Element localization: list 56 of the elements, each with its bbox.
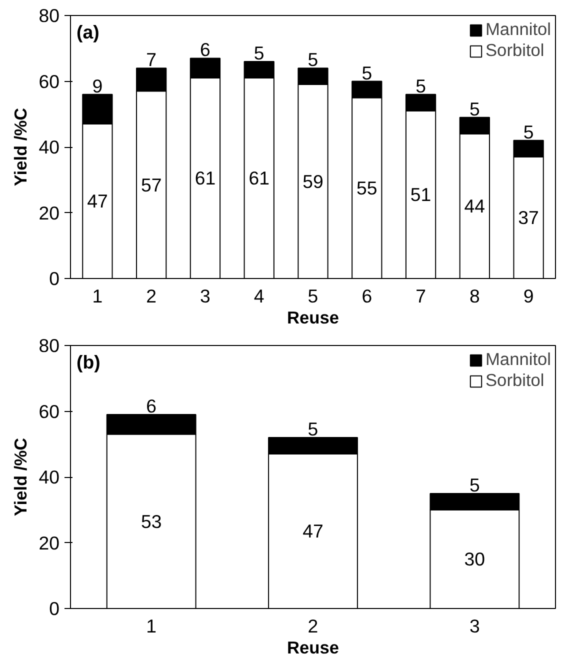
data-label: 47 bbox=[87, 190, 108, 212]
legend-label: Sorbitol bbox=[486, 40, 544, 61]
data-label: 6 bbox=[146, 396, 157, 417]
data-label: 5 bbox=[308, 49, 318, 70]
data-label: 59 bbox=[302, 171, 324, 192]
data-label: 5 bbox=[523, 121, 534, 142]
x-tick-label: 2 bbox=[146, 286, 157, 306]
x-tick-label: 2 bbox=[308, 616, 318, 636]
x-tick-label: 4 bbox=[254, 286, 264, 306]
legend-label: Mannitol bbox=[486, 19, 551, 40]
data-label: 47 bbox=[302, 520, 324, 542]
y-tick-label: 80 bbox=[38, 5, 60, 26]
y-axis-title: Yield /%C bbox=[10, 437, 31, 516]
x-tick-label: 1 bbox=[146, 616, 157, 636]
data-label: 5 bbox=[469, 474, 480, 496]
legend-label: Mannitol bbox=[486, 349, 551, 370]
data-label: 30 bbox=[464, 548, 486, 570]
data-label: 5 bbox=[362, 62, 372, 84]
x-tick-label: 6 bbox=[362, 286, 372, 306]
legend-label: Sorbitol bbox=[486, 370, 544, 391]
data-label: 5 bbox=[469, 98, 480, 120]
y-tick-label: 20 bbox=[38, 532, 60, 554]
data-label: 5 bbox=[416, 75, 426, 96]
chart-title: (b) bbox=[76, 352, 100, 372]
x-tick-label: 3 bbox=[200, 286, 210, 306]
x-axis-title: Reuse bbox=[286, 308, 340, 328]
data-label: 7 bbox=[146, 49, 157, 70]
data-label: 51 bbox=[410, 184, 432, 206]
x-tick-label: 3 bbox=[469, 616, 480, 636]
x-tick-label: 9 bbox=[523, 286, 534, 306]
data-label: 55 bbox=[356, 178, 378, 199]
y-tick-label: 40 bbox=[38, 136, 60, 158]
data-label: 61 bbox=[194, 168, 216, 189]
data-label: 5 bbox=[308, 418, 318, 440]
x-tick-label: 7 bbox=[416, 286, 426, 306]
x-axis-title: Reuse bbox=[286, 638, 340, 658]
y-tick-label: 0 bbox=[49, 598, 60, 619]
x-tick-label: 5 bbox=[308, 286, 318, 306]
chart-title: (a) bbox=[76, 22, 100, 42]
y-tick-label: 20 bbox=[38, 202, 60, 224]
data-label: 6 bbox=[200, 39, 210, 60]
y-tick-label: 60 bbox=[38, 70, 60, 92]
data-label: 44 bbox=[464, 196, 486, 217]
data-label: 61 bbox=[248, 168, 270, 189]
y-axis-title: Yield /%C bbox=[10, 107, 31, 186]
y-tick-label: 40 bbox=[38, 466, 60, 488]
data-label: 57 bbox=[140, 174, 162, 196]
data-label: 9 bbox=[92, 75, 103, 96]
x-tick-label: 1 bbox=[92, 286, 103, 306]
y-tick-label: 80 bbox=[38, 335, 60, 356]
data-label: 37 bbox=[518, 207, 539, 228]
y-tick-label: 0 bbox=[49, 268, 60, 289]
data-label: 53 bbox=[140, 510, 162, 532]
data-label: 5 bbox=[254, 42, 264, 64]
x-tick-label: 8 bbox=[469, 286, 480, 306]
y-tick-label: 60 bbox=[38, 400, 60, 422]
